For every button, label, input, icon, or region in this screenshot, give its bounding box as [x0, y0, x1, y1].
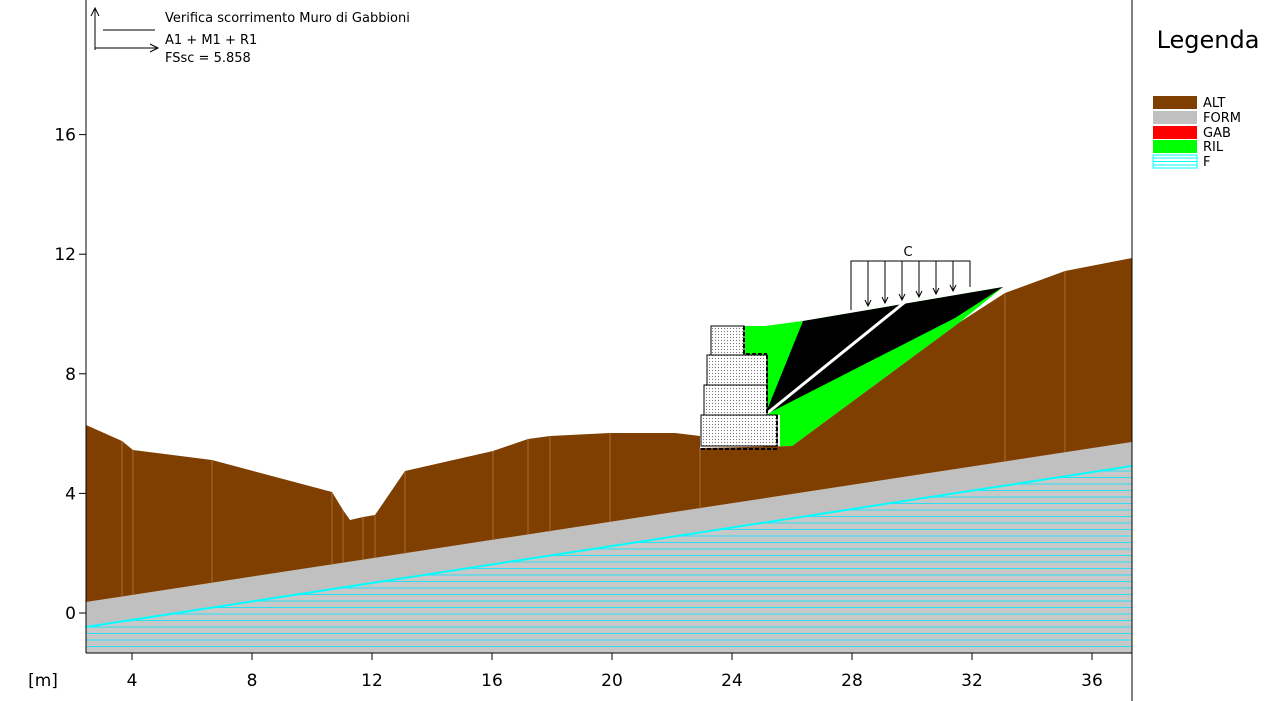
legend-label: GAB: [1203, 126, 1231, 141]
x-tick-label: 4: [127, 671, 138, 691]
thrust-fan: [765, 287, 1003, 415]
foundation-layer: [86, 466, 1132, 653]
water-line: [86, 465, 1132, 628]
y-tick-label: 8: [65, 365, 76, 385]
annotation-line: A1 + M1 + R1: [165, 33, 257, 48]
x-tick-label: 8: [247, 671, 258, 691]
x-tick-label: 28: [841, 671, 863, 691]
y-tick-label: 0: [65, 604, 76, 624]
x-tick-label: 24: [721, 671, 743, 691]
legend-title: Legenda: [1157, 26, 1260, 54]
x-unit: [m]: [28, 671, 58, 691]
legend-swatch: [1153, 111, 1197, 124]
y-tick-label: 12: [54, 245, 76, 265]
gabion-wall: [700, 325, 778, 450]
y-tick-label: 4: [65, 484, 76, 504]
x-tick-label: 20: [601, 671, 623, 691]
failure-line: [764, 300, 906, 417]
legend-label: FORM: [1203, 111, 1241, 126]
legend-swatch: [1153, 126, 1197, 139]
x-tick-label: 16: [481, 671, 503, 691]
legend-label: RIL: [1203, 140, 1224, 155]
alt-layer: [86, 258, 1132, 602]
soil-layers: [86, 258, 1132, 653]
frame: [85, 0, 1133, 701]
x-tick-label: 12: [361, 671, 383, 691]
layer-divisions: [121, 271, 1066, 596]
y-tick-label: 16: [54, 126, 76, 146]
legend-swatch: [1153, 140, 1197, 153]
legend-label: F: [1203, 155, 1210, 170]
legend-swatch: [1153, 96, 1197, 109]
annotation-line: Verifica scorrimento Muro di Gabbioni: [165, 11, 410, 26]
form-layer: [86, 442, 1132, 627]
x-tick-label: 36: [1081, 671, 1103, 691]
load-label: C: [903, 245, 912, 260]
x-tick-label: 32: [961, 671, 983, 691]
annotation-line: FSsc = 5.858: [165, 51, 251, 66]
surcharge-load: [850, 260, 971, 310]
legend-label: ALT: [1203, 96, 1225, 111]
